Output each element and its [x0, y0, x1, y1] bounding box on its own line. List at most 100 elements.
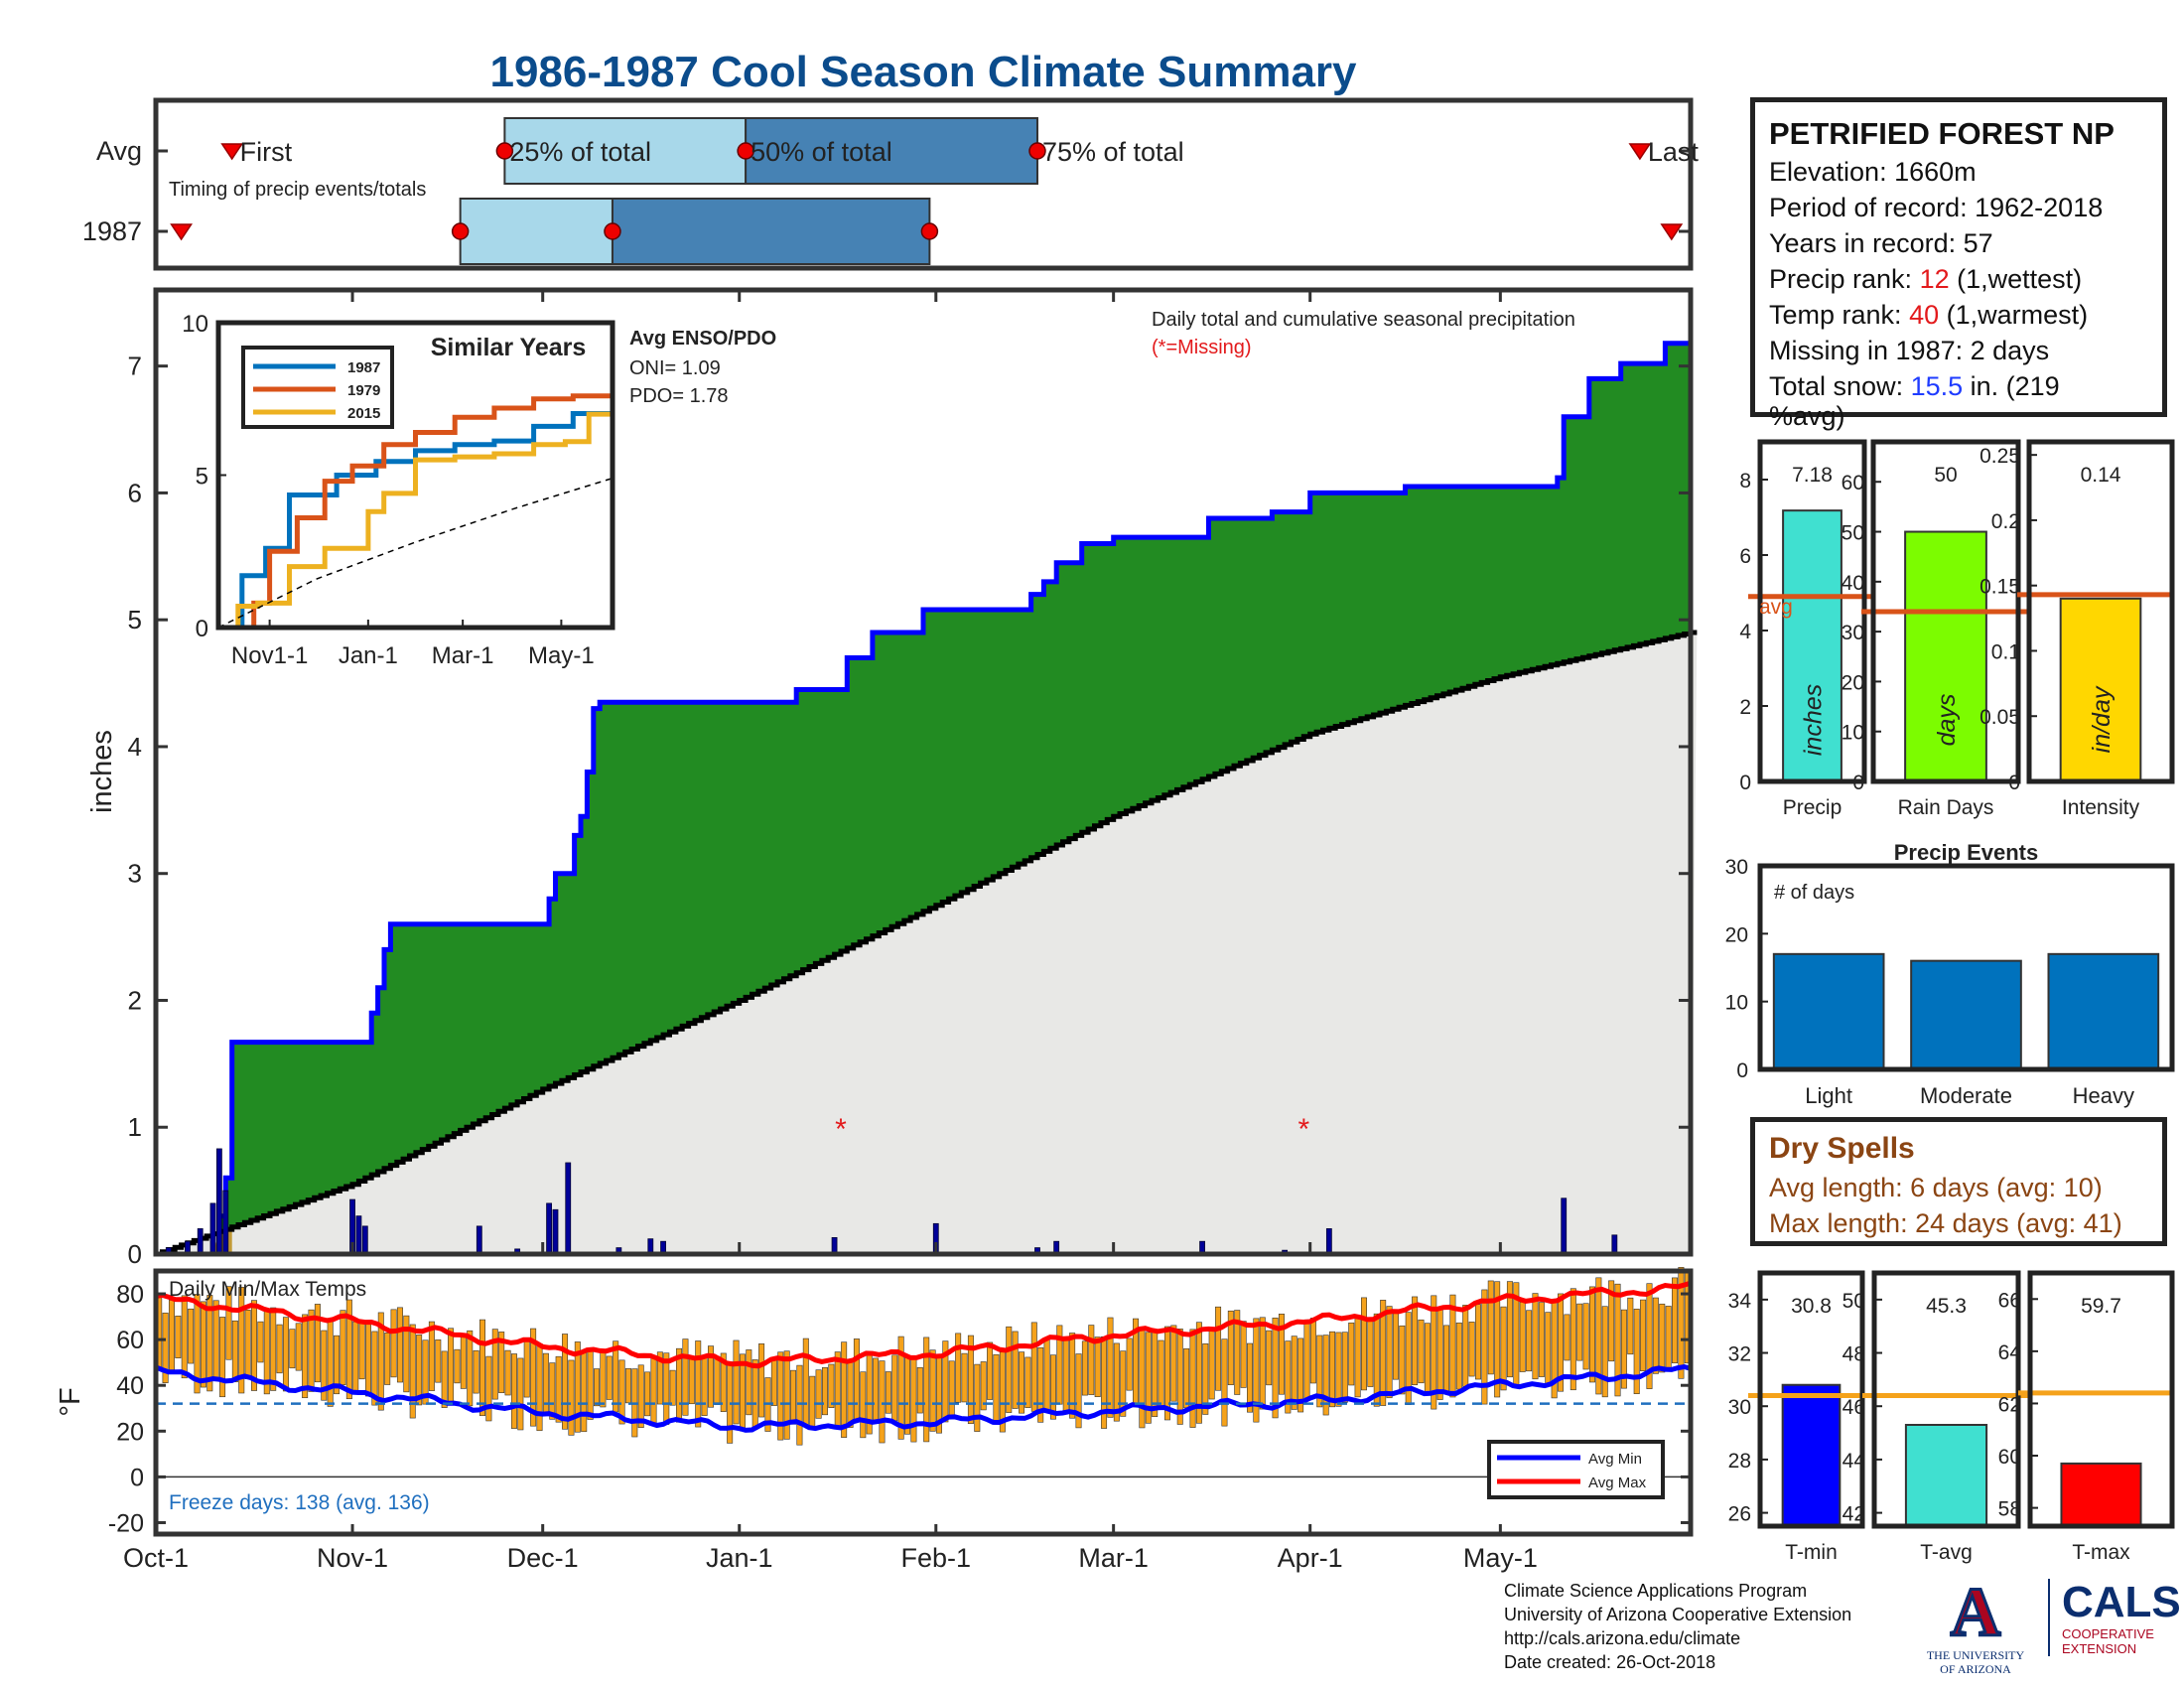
daily-temp-bar: [352, 1321, 359, 1393]
daily-temp-bar: [650, 1355, 657, 1426]
t-max-value-label: 59.7: [2081, 1295, 2121, 1318]
daily-temp-bar: [396, 1307, 403, 1383]
precip-events-y-tick-label: 20: [1725, 923, 1748, 946]
avg-cumulative-area: [156, 633, 1698, 1254]
total-snow-pct: %avg): [1769, 401, 1845, 431]
temp-panel-frame: [153, 1268, 1694, 1537]
t-avg-y-tick-label: 42: [1843, 1503, 1865, 1526]
daily-temp-bar: [231, 1320, 238, 1383]
daily-temp-bar: [1037, 1346, 1044, 1423]
timing-box-25-50: [459, 198, 614, 265]
daily-temp-bar: [1519, 1302, 1526, 1372]
daily-temp-bar: [1341, 1332, 1348, 1403]
daily-temp-bar: [733, 1339, 740, 1425]
daily-temp-bar: [441, 1350, 448, 1408]
daily-temp-bar: [308, 1309, 315, 1392]
daily-temp-bar: [701, 1356, 708, 1416]
daily-temp-bar: [168, 1300, 175, 1373]
daily-temp-bar: [1595, 1277, 1602, 1395]
rain-days-y-tick-label: 0: [1852, 772, 1864, 794]
precip-total-y-tick-label: 4: [1739, 621, 1751, 643]
intensity-bar: [2059, 597, 2142, 782]
rain-days-bar-text: days: [1933, 694, 1961, 747]
precip-event-label: Moderate: [1920, 1083, 2012, 1108]
daily-temp-bar: [562, 1334, 569, 1430]
daily-temp-bar: [624, 1367, 631, 1404]
daily-temp-bar: [777, 1351, 784, 1441]
daily-temp-bar: [1019, 1351, 1025, 1414]
p50-label: 50% of total: [751, 137, 892, 167]
inset-y-tick-label: 5: [196, 464, 208, 491]
daily-temp-bar: [1303, 1319, 1310, 1401]
daily-temp-bar: [390, 1309, 397, 1378]
daily-temp-bar: [1354, 1316, 1361, 1398]
p75-marker: [1028, 142, 1046, 160]
similar-years-title: Similar Years: [431, 334, 587, 361]
daily-temp-bar: [555, 1355, 562, 1423]
legend-avg-max-label: Avg Max: [1588, 1475, 1647, 1491]
daily-temp-bar: [1113, 1342, 1120, 1422]
daily-temp-bar: [1500, 1306, 1507, 1391]
first-event-marker: [170, 223, 194, 241]
t-avg-y-tick-label: 44: [1843, 1450, 1866, 1473]
pdo-value: PDO= 1.78: [629, 385, 729, 407]
footer-link[interactable]: http://cals.arizona.edu/climate: [1504, 1628, 1741, 1648]
daily-temp-bar: [1049, 1354, 1056, 1420]
daily-temp-bar: [1189, 1329, 1196, 1428]
daily-temp-bar: [181, 1295, 188, 1379]
daily-temp-bar: [929, 1349, 936, 1432]
temp-y-tick-label: 0: [130, 1464, 144, 1491]
daily-temp-bar: [1455, 1322, 1462, 1390]
daily-temp-bar: [574, 1341, 581, 1433]
x-tick-label: Jan-1: [706, 1543, 773, 1573]
daily-temp-bar: [873, 1357, 880, 1424]
daily-precip-bar: [476, 1225, 482, 1255]
precip-total-value-label: 7.18: [1792, 464, 1833, 487]
rain-days-frame: [1870, 439, 2021, 784]
daily-temp-bar: [416, 1335, 423, 1406]
daily-temp-bar: [885, 1371, 891, 1414]
daily-temp-bar: [188, 1308, 195, 1364]
daily-temp-bar: [955, 1333, 962, 1403]
daily-temp-bar: [1526, 1310, 1533, 1372]
enso-title: Avg ENSO/PDO: [629, 328, 776, 350]
y-tick-label: 1: [128, 1112, 142, 1142]
daily-temp-bar: [371, 1331, 378, 1406]
dry-spells-avg: Avg length: 6 days (avg: 10): [1769, 1173, 2103, 1202]
daily-temp-bar: [1202, 1342, 1209, 1415]
daily-temp-bar: [1620, 1309, 1627, 1389]
daily-temp-bar: [1126, 1337, 1133, 1391]
daily-temp-bar: [910, 1356, 917, 1443]
daily-temp-bar: [897, 1336, 904, 1440]
p50-marker: [604, 222, 621, 240]
t-avg-y-tick-label: 50: [1843, 1290, 1865, 1313]
station-period: Period of record: 1962-2018: [1769, 193, 2104, 222]
daily-temp-bar: [1278, 1314, 1285, 1395]
station-elevation: Elevation: 1660m: [1769, 157, 1977, 187]
daily-precip-bar: [209, 1202, 216, 1255]
daily-temp-bar: [1139, 1329, 1146, 1429]
daily-temp-bar: [510, 1353, 517, 1429]
t-min-frame: [1757, 1270, 1865, 1529]
daily-temp-bar: [321, 1330, 328, 1401]
daily-temp-bar: [340, 1310, 346, 1385]
daily-precip-bar: [565, 1162, 572, 1255]
timing-box-25-50: [503, 117, 748, 185]
daily-precip-bar: [222, 1190, 229, 1255]
total-snow: Total snow: 15.5 in. (219: [1769, 371, 2060, 401]
intensity-y-tick-label: 0: [2008, 772, 2020, 794]
daily-temp-bar: [1163, 1326, 1170, 1421]
precip-events-y-tick-label: 0: [1736, 1059, 1748, 1082]
daily-temp-bar: [1418, 1319, 1425, 1384]
daily-temp-bar: [1227, 1310, 1234, 1385]
y-tick-label: 7: [128, 352, 142, 381]
daily-temp-bar: [967, 1335, 974, 1424]
intensity-axis-label: Intensity: [2062, 796, 2140, 819]
daily-temp-bar: [581, 1350, 588, 1433]
daily-temp-bar: [1361, 1297, 1367, 1391]
daily-temp-bar: [1582, 1303, 1589, 1370]
precip-events-y-tick-label: 10: [1725, 992, 1748, 1015]
daily-temp-bar: [1640, 1299, 1647, 1371]
t-min-y-tick-label: 32: [1728, 1343, 1751, 1366]
daily-temp-bar: [1215, 1306, 1222, 1391]
